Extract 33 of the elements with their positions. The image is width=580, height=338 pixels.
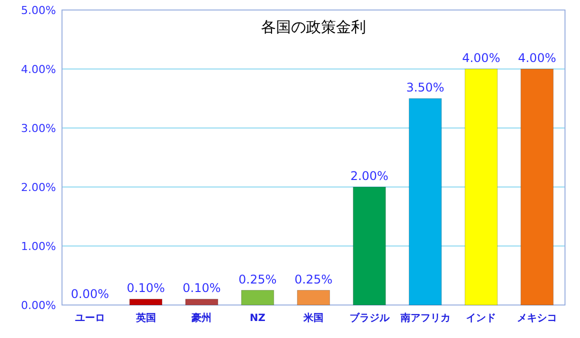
x-tick-label: 豪州 [190,312,212,324]
x-tick-label: インド [466,313,496,324]
data-label: 4.00% [462,51,500,65]
data-label: 0.00% [70,287,110,301]
x-tick-label: 米国 [302,312,324,324]
bar [520,68,554,306]
x-tick-label: 南アフリカ [399,312,450,324]
x-tick-label: ユーロ [74,313,105,324]
bar [408,98,442,306]
bar [352,186,386,306]
data-label: 2.00% [350,169,388,183]
bar [297,290,330,306]
data-label: 3.50% [406,80,444,94]
x-tick-label: NZ [250,313,266,324]
y-tick-label: 3.00% [21,122,56,135]
y-tick-label: 1.00% [21,240,56,253]
text: 各国の政策金利 [261,18,366,36]
x-tick-label: ブラジル [349,312,390,324]
data-label: 0.25% [294,272,333,286]
y-tick-label: 5.00% [21,4,56,17]
bar [241,290,274,306]
y-tick-label: 4.00% [21,63,56,76]
data-label: 0.25% [238,272,277,286]
y-tick-label: 0.00% [21,299,56,312]
data-label: 4.00% [518,51,556,65]
x-tick-label: メキシコ [517,313,558,324]
data-label: 0.10% [126,281,165,296]
bar [185,298,218,306]
bar [464,68,498,306]
data-label: 0.10% [182,281,221,296]
y-tick-label: 2.00% [21,181,56,194]
bar [129,298,162,306]
x-tick-label: 英国 [134,312,156,324]
